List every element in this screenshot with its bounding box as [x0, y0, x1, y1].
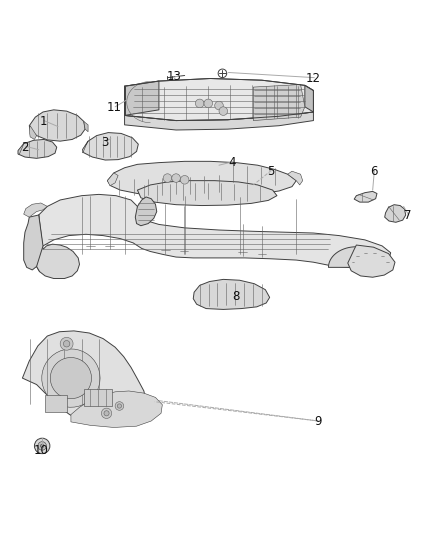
Text: 1: 1 — [39, 115, 47, 128]
Polygon shape — [354, 191, 377, 202]
Text: 3: 3 — [102, 135, 109, 149]
Polygon shape — [124, 81, 159, 116]
Text: 13: 13 — [166, 70, 181, 83]
Polygon shape — [348, 245, 395, 277]
Circle shape — [180, 175, 189, 184]
Polygon shape — [328, 247, 384, 268]
Circle shape — [195, 99, 204, 108]
Polygon shape — [36, 215, 79, 279]
Circle shape — [40, 444, 44, 448]
Polygon shape — [22, 331, 146, 425]
Polygon shape — [29, 110, 85, 141]
Circle shape — [38, 442, 46, 450]
Text: 11: 11 — [106, 101, 121, 114]
Circle shape — [204, 99, 212, 108]
Text: 6: 6 — [370, 165, 377, 177]
Polygon shape — [288, 171, 303, 185]
Polygon shape — [24, 215, 43, 270]
Polygon shape — [45, 395, 67, 413]
Polygon shape — [135, 197, 157, 225]
Polygon shape — [305, 85, 314, 112]
Polygon shape — [29, 126, 36, 140]
Polygon shape — [138, 181, 277, 206]
Circle shape — [172, 174, 180, 182]
Polygon shape — [82, 141, 88, 153]
Text: 10: 10 — [33, 443, 48, 457]
Polygon shape — [124, 112, 314, 130]
Text: 12: 12 — [306, 72, 321, 85]
Polygon shape — [193, 279, 270, 310]
Text: 4: 4 — [228, 156, 236, 169]
Polygon shape — [24, 203, 47, 217]
Polygon shape — [50, 358, 92, 399]
Text: 8: 8 — [233, 290, 240, 303]
Polygon shape — [18, 144, 24, 154]
Polygon shape — [107, 161, 296, 196]
Text: 9: 9 — [314, 415, 321, 429]
Circle shape — [104, 411, 109, 416]
Polygon shape — [107, 173, 118, 186]
Circle shape — [117, 404, 122, 408]
Polygon shape — [82, 133, 138, 160]
Polygon shape — [253, 85, 305, 120]
Circle shape — [163, 174, 172, 182]
Polygon shape — [84, 122, 88, 132]
Polygon shape — [385, 205, 406, 222]
Polygon shape — [18, 140, 57, 158]
Text: 7: 7 — [404, 209, 412, 222]
Polygon shape — [42, 349, 100, 407]
Text: 5: 5 — [267, 165, 274, 177]
Circle shape — [101, 408, 112, 418]
Circle shape — [60, 337, 73, 350]
Polygon shape — [71, 391, 162, 427]
Circle shape — [115, 402, 124, 410]
Polygon shape — [35, 195, 391, 272]
Polygon shape — [84, 389, 112, 406]
Circle shape — [215, 101, 223, 110]
Text: 2: 2 — [21, 141, 29, 154]
Circle shape — [219, 107, 228, 116]
Circle shape — [64, 341, 70, 347]
Circle shape — [35, 438, 50, 454]
Polygon shape — [124, 78, 314, 120]
